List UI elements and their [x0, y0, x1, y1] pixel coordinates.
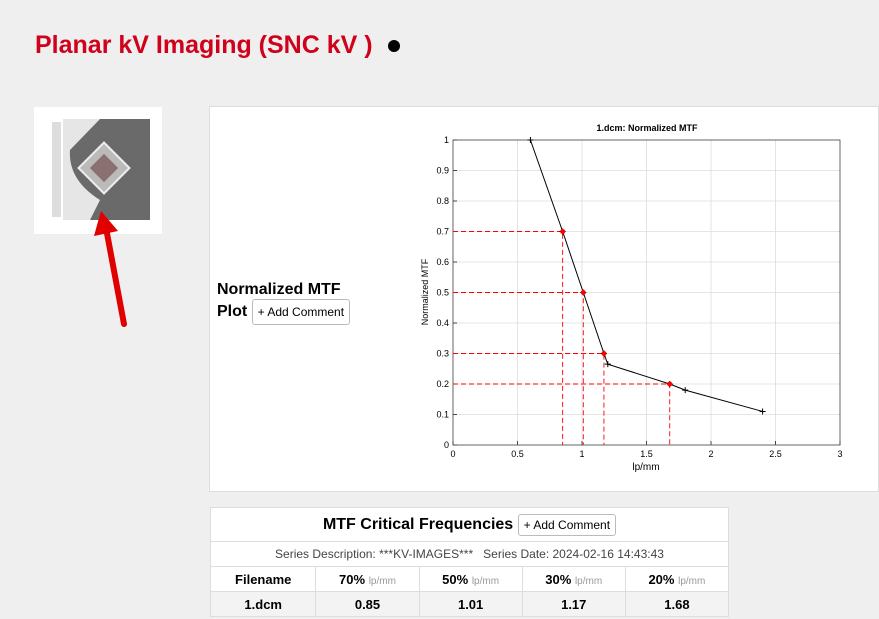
column-unit: lp/mm	[678, 575, 706, 587]
y-tick-label: 0	[444, 440, 449, 450]
y-tick-label: 1	[444, 135, 449, 145]
critical-point	[601, 351, 607, 356]
series-date: Series Date: 2024-02-16 14:43:43	[483, 547, 664, 561]
point-marker	[527, 137, 534, 143]
x-tick-label: 0.5	[511, 449, 524, 459]
table-row: 1.dcm 0.85 1.01 1.17 1.68	[209, 591, 730, 617]
x-tick-label: 0	[450, 449, 455, 459]
thumbnail-image	[52, 119, 150, 220]
chart-title: 1.dcm: Normalized MTF	[596, 123, 698, 133]
critical-point	[667, 381, 673, 387]
y-tick-label: 0.6	[436, 257, 449, 267]
column-header: 20% lp/mm	[624, 566, 730, 592]
table-cell: 1.dcm	[209, 591, 317, 617]
column-label: Filename	[235, 571, 292, 587]
status-dot	[388, 40, 400, 52]
image-strip	[52, 122, 61, 217]
page-title: Planar kV Imaging (SNC kV )	[35, 31, 373, 59]
y-tick-label: 0.9	[436, 166, 449, 176]
x-axis-label: lp/mm	[632, 462, 659, 473]
column-label: 50%	[442, 571, 469, 587]
y-tick-label: 0.1	[436, 410, 449, 420]
image-region	[63, 119, 100, 220]
column-unit: lp/mm	[574, 575, 603, 587]
y-tick-label: 0.2	[436, 379, 449, 389]
column-header: 30% lp/mm	[521, 566, 626, 592]
column-label: 70%	[339, 571, 366, 587]
mtf-table: MTF Critical Frequencies + Add Comment S…	[209, 507, 730, 617]
plot-label: Normalized MTF Plot + Add Comment	[217, 281, 357, 325]
critical-guide	[453, 353, 605, 445]
column-label: 30%	[545, 571, 572, 587]
y-tick-label: 0.3	[436, 349, 449, 359]
x-tick-label: 2	[708, 449, 713, 459]
point-marker	[682, 387, 689, 394]
series-description: Series Description: ***KV-IMAGES***	[275, 547, 474, 561]
table-title-cell: MTF Critical Frequencies + Add Comment	[210, 507, 729, 542]
x-tick-label: 1	[579, 449, 584, 459]
y-tick-label: 0.4	[436, 318, 449, 328]
series-info: Series Description: ***KV-IMAGES*** Seri…	[210, 541, 729, 567]
critical-point	[560, 229, 566, 234]
column-unit: lp/mm	[368, 575, 396, 587]
critical-guide	[453, 231, 564, 445]
table-cell: 1.17	[521, 591, 626, 617]
y-tick-label: 0.5	[436, 288, 449, 298]
add-comment-button[interactable]: + Add Comment	[517, 513, 617, 536]
column-header: Filename	[209, 566, 317, 592]
x-tick-label: 3	[837, 449, 842, 459]
arrow-head	[94, 211, 118, 236]
table-title: MTF Critical Frequencies	[322, 515, 514, 533]
plot-label-text: Normalized MTF Plot	[217, 281, 341, 321]
add-comment-button[interactable]: + Add Comment	[251, 299, 351, 325]
table-cell: 1.01	[418, 591, 523, 617]
y-tick-label: 0.8	[436, 196, 449, 206]
red-arrow	[94, 211, 127, 327]
point-marker	[759, 408, 766, 415]
x-tick-label: 2.5	[769, 449, 782, 459]
y-tick-label: 0.7	[436, 227, 449, 237]
column-unit: lp/mm	[471, 575, 500, 587]
table-cell: 1.68	[624, 591, 730, 617]
point-marker	[604, 361, 611, 368]
arrow-shaft	[103, 225, 127, 327]
y-axis-label: Normalized MTF	[420, 258, 430, 325]
mtf-line	[529, 139, 763, 412]
column-header: 50% lp/mm	[418, 566, 523, 592]
critical-point	[580, 290, 586, 295]
column-label: 20%	[648, 571, 675, 587]
x-tick-label: 1.5	[640, 449, 653, 459]
